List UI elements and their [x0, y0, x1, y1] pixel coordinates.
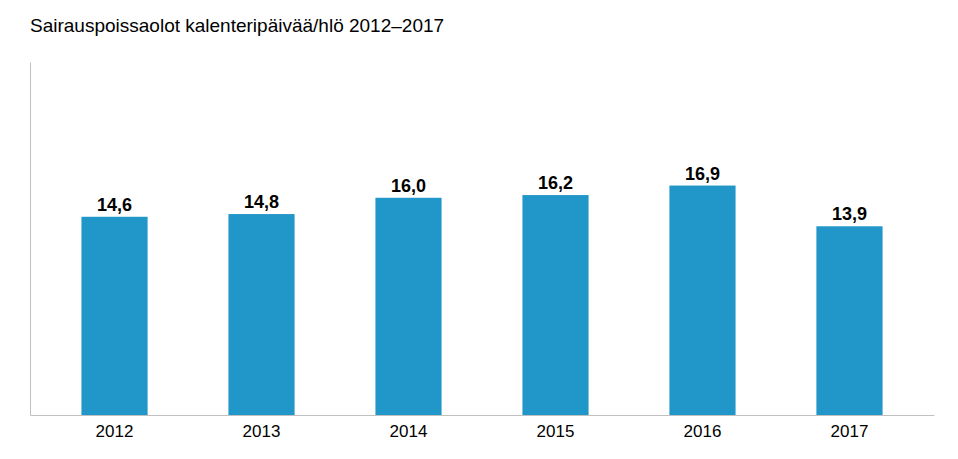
- data-label: 16,2: [538, 173, 573, 193]
- chart-svg: 2012 2013 2014 2015 2016 2017 14,6 14,8 16,0 16,2…: [0, 0, 958, 459]
- data-label: 13,9: [832, 204, 867, 224]
- x-tick-label: 2017: [831, 422, 869, 441]
- bar: [375, 198, 441, 415]
- bar: [669, 186, 735, 415]
- bar: [228, 214, 294, 415]
- x-tick: 2013: [243, 415, 281, 441]
- x-tick-label: 2012: [96, 422, 134, 441]
- bar: [81, 217, 147, 415]
- y-axis: [30, 63, 31, 416]
- chart-container: 2012 2013 2014 2015 2016 2017 14,6 14,8 16,0 16,2…: [0, 0, 958, 459]
- x-axis: 2012 2013 2014 2015 2016 2017: [31, 415, 935, 441]
- data-label: 14,8: [244, 192, 279, 212]
- data-label: 16,9: [685, 164, 720, 184]
- x-axis-line: [31, 415, 935, 416]
- x-tick-label: 2015: [537, 422, 575, 441]
- data-label: 14,6: [97, 195, 132, 215]
- x-tick: 2015: [537, 415, 575, 441]
- x-tick: 2012: [96, 415, 134, 441]
- y-axis-line: [30, 63, 31, 416]
- bars: [81, 186, 882, 415]
- x-tick-label: 2013: [243, 422, 281, 441]
- plot-area: 2012 2013 2014 2015 2016 2017 14,6 14,8 16,0 16,2…: [31, 63, 935, 442]
- bar: [522, 195, 588, 415]
- data-label: 16,0: [391, 176, 426, 196]
- x-tick-label: 2014: [390, 422, 428, 441]
- data-labels: 14,6 14,8 16,0 16,2 16,9 13,9: [97, 164, 867, 225]
- bar: [816, 226, 882, 415]
- x-tick: 2017: [831, 415, 869, 441]
- x-tick: 2014: [390, 415, 428, 441]
- title: Sairauspoissaolot kalenteripäivää/hlö 20…: [30, 15, 444, 36]
- x-tick: 2016: [684, 415, 722, 441]
- x-tick-label: 2016: [684, 422, 722, 441]
